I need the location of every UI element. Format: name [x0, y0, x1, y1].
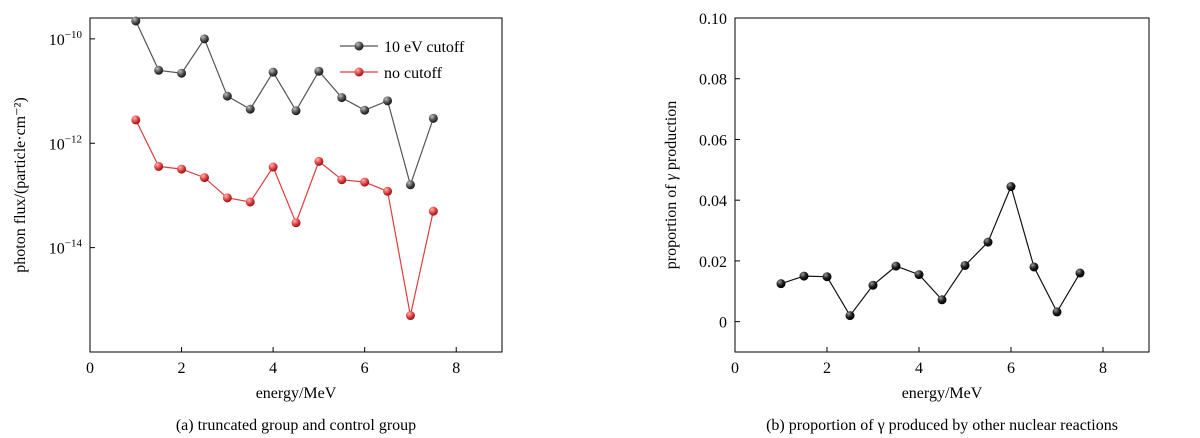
chart-a-data-point — [131, 115, 141, 125]
chart-b-ylabel: proportion of γ production — [663, 101, 680, 270]
chart-a-caption: (a) truncated group and control group — [176, 417, 416, 434]
chart-a-legend-marker — [354, 41, 364, 51]
chart-a-data-point — [360, 177, 370, 187]
chart-a-data-point — [131, 16, 141, 26]
chart-a-x-axis: 0 2 4 6 8 — [86, 347, 460, 377]
chart-b-x-tick-label: 8 — [1099, 360, 1107, 377]
chart-a-legend: 10 eV cutoff no cutoff — [340, 39, 465, 82]
chart-b-y-tick-label: 0.06 — [699, 132, 727, 149]
chart-a-data-point — [245, 197, 255, 207]
chart-b-x-tick-label: 2 — [823, 360, 831, 377]
chart-b-ylabel-suffix: production — [663, 101, 680, 174]
chart-b-x-tick-label: 4 — [915, 360, 923, 377]
chart-a-data-point — [154, 161, 164, 171]
chart-a-legend-label: no cutoff — [384, 65, 443, 82]
chart-a-data-point — [428, 206, 438, 216]
chart-a-data-point — [405, 180, 415, 190]
chart-a-legend-marker — [354, 67, 364, 77]
chart-b: 0 2 4 6 8 0 0.02 0.04 0.06 0.08 0.10 energy/MeV p… — [663, 11, 1150, 434]
chart-a-data-point — [199, 173, 209, 183]
chart-b-plot-frame — [734, 17, 1150, 353]
chart-a-y-tick-exponent: −14 — [65, 238, 83, 250]
chart-a-data-point — [268, 162, 278, 172]
chart-b-data-point — [960, 260, 970, 270]
chart-a-x-tick-label: 2 — [178, 360, 186, 377]
chart-a-plot-frame — [89, 17, 503, 353]
chart-a-data-point — [337, 175, 347, 185]
chart-b-data-point — [776, 279, 786, 289]
chart-b-y-tick-label: 0.08 — [699, 72, 727, 89]
chart-b-data-point — [822, 272, 832, 282]
chart-b-data-point — [1052, 307, 1062, 317]
chart-b-y-axis: 0 0.02 0.04 0.06 0.08 0.10 — [699, 11, 740, 332]
chart-a-y-tick-exponent: −10 — [65, 29, 83, 41]
chart-a-data-point — [428, 113, 438, 123]
chart-b-data-point — [937, 295, 947, 305]
chart-a-data-point — [383, 186, 393, 196]
chart-b-data-point — [799, 271, 809, 281]
chart-b-caption: (b) proportion of γ produced by other nu… — [766, 417, 1118, 434]
chart-b-ylabel-symbol: γ — [663, 173, 680, 180]
chart-b-series — [776, 182, 1085, 321]
chart-a-x-tick-label: 8 — [452, 360, 460, 377]
chart-b-data-point — [891, 261, 901, 271]
chart-b-data-point — [868, 280, 878, 290]
chart-b-xlabel: energy/MeV — [902, 385, 983, 402]
chart-b-y-tick-label: 0.10 — [699, 11, 727, 28]
chart-a-data-point — [222, 91, 232, 101]
chart-b-x-tick-label: 6 — [1007, 360, 1015, 377]
chart-b-series-line — [780, 184, 1081, 317]
chart-a-ylabel: photon flux/(particle·cm⁻²) — [12, 97, 29, 272]
chart-a-x-tick-label: 4 — [269, 360, 277, 377]
chart-a-data-point — [291, 218, 301, 228]
chart-a-y-tick-base: 10 — [49, 241, 65, 258]
chart-b-data-point — [1006, 182, 1016, 192]
chart-a-data-point — [199, 34, 209, 44]
chart-b-y-tick-label: 0 — [719, 315, 727, 332]
chart-a-data-point — [360, 105, 370, 115]
chart-a-x-tick-label: 0 — [86, 360, 94, 377]
chart-a-data-point — [245, 104, 255, 114]
chart-b-x-tick-label: 0 — [731, 360, 739, 377]
chart-a-xlabel: energy/MeV — [256, 385, 337, 402]
chart-b-y-tick-label: 0.02 — [699, 254, 727, 271]
chart-b-ylabel-prefix: proportion of — [663, 180, 680, 269]
chart-a-data-point — [314, 156, 324, 166]
chart-a-y-tick-base: 10 — [49, 136, 65, 153]
chart-b-y-tick-label: 0.04 — [699, 193, 727, 210]
chart-a-series — [131, 16, 438, 321]
chart-a-data-point — [291, 106, 301, 116]
chart-a-y-tick-label: 10−14 — [49, 238, 83, 258]
chart-b-data-point — [1075, 268, 1085, 278]
chart-a-data-point — [177, 164, 187, 174]
chart-a-y-tick-label: 10−10 — [49, 29, 83, 49]
chart-a-data-point — [314, 66, 324, 76]
chart-a-legend-label: 10 eV cutoff — [384, 39, 465, 56]
chart-a-data-point — [405, 311, 415, 321]
chart-a-x-tick-label: 6 — [361, 360, 369, 377]
chart-b-data-point — [1029, 262, 1039, 272]
chart-a-series-line — [135, 119, 434, 316]
chart-b-data-point — [914, 270, 924, 280]
chart-a-data-point — [177, 68, 187, 78]
chart-a-data-point — [383, 96, 393, 106]
chart-a-data-point — [222, 193, 232, 203]
chart-a-data-point — [268, 67, 278, 77]
chart-a-y-tick-label: 10−12 — [49, 133, 82, 153]
chart-a-y-tick-exponent: −12 — [65, 133, 82, 145]
chart-a-data-point — [154, 65, 164, 75]
chart-b-data-point — [983, 237, 993, 247]
chart-b-data-point — [845, 311, 855, 321]
chart-a-y-tick-base: 10 — [49, 32, 65, 49]
chart-a-data-point — [337, 93, 347, 103]
chart-b-x-axis: 0 2 4 6 8 — [731, 347, 1107, 377]
